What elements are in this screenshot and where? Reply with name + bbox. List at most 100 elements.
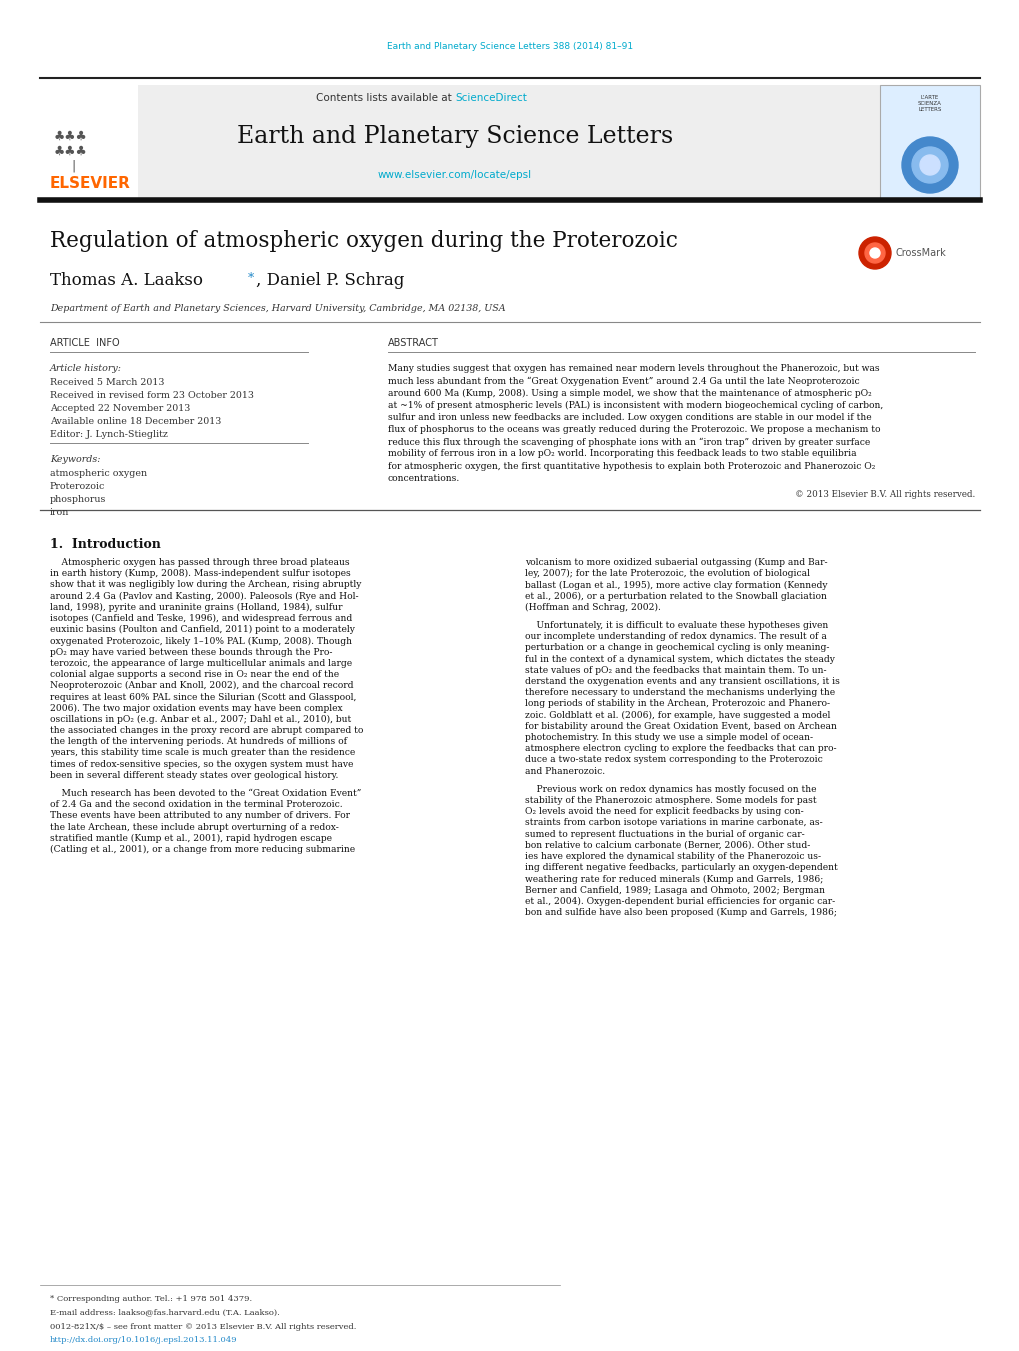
Text: © 2013 Elsevier B.V. All rights reserved.: © 2013 Elsevier B.V. All rights reserved… xyxy=(794,490,974,499)
Text: These events have been attributed to any number of drivers. For: These events have been attributed to any… xyxy=(50,812,350,820)
Text: show that it was negligibly low during the Archean, rising abruptly: show that it was negligibly low during t… xyxy=(50,581,361,589)
Text: ing different negative feedbacks, particularly an oxygen-dependent: ing different negative feedbacks, partic… xyxy=(525,863,837,873)
Text: years, this stability time scale is much greater than the residence: years, this stability time scale is much… xyxy=(50,748,355,758)
Text: derstand the oxygenation events and any transient oscillations, it is: derstand the oxygenation events and any … xyxy=(525,677,839,686)
Text: ful in the context of a dynamical system, which dictates the steady: ful in the context of a dynamical system… xyxy=(525,655,835,663)
Circle shape xyxy=(864,243,884,263)
Circle shape xyxy=(869,249,879,258)
Text: Berner and Canfield, 1989; Lasaga and Ohmoto, 2002; Bergman: Berner and Canfield, 1989; Lasaga and Oh… xyxy=(525,886,824,894)
Text: pO₂ may have varied between these bounds through the Pro-: pO₂ may have varied between these bounds… xyxy=(50,647,332,657)
Text: Unfortunately, it is difficult to evaluate these hypotheses given: Unfortunately, it is difficult to evalua… xyxy=(525,621,827,630)
Text: euxinic basins (Poulton and Canfield, 2011) point to a moderately: euxinic basins (Poulton and Canfield, 20… xyxy=(50,626,355,635)
Text: at ~1% of present atmospheric levels (PAL) is inconsistent with modern biogeoche: at ~1% of present atmospheric levels (PA… xyxy=(387,401,882,409)
Text: flux of phosphorus to the oceans was greatly reduced during the Proterozoic. We : flux of phosphorus to the oceans was gre… xyxy=(387,426,879,434)
Text: *: * xyxy=(248,272,254,285)
Text: Atmospheric oxygen has passed through three broad plateaus: Atmospheric oxygen has passed through th… xyxy=(50,558,350,567)
Text: oxygenated Proterozoic, likely 1–10% PAL (Kump, 2008). Though: oxygenated Proterozoic, likely 1–10% PAL… xyxy=(50,636,352,646)
Text: ies have explored the dynamical stability of the Phanerozoic us-: ies have explored the dynamical stabilit… xyxy=(525,852,820,861)
Text: our incomplete understanding of redox dynamics. The result of a: our incomplete understanding of redox dy… xyxy=(525,632,826,642)
Text: ELSEVIER: ELSEVIER xyxy=(50,176,130,190)
Text: isotopes (Canfield and Teske, 1996), and widespread ferrous and: isotopes (Canfield and Teske, 1996), and… xyxy=(50,613,352,623)
Text: weathering rate for reduced minerals (Kump and Garrels, 1986;: weathering rate for reduced minerals (Ku… xyxy=(525,874,822,884)
Text: straints from carbon isotope variations in marine carbonate, as-: straints from carbon isotope variations … xyxy=(525,819,822,827)
Text: CrossMark: CrossMark xyxy=(895,249,946,258)
Text: stratified mantle (Kump et al., 2001), rapid hydrogen escape: stratified mantle (Kump et al., 2001), r… xyxy=(50,834,331,843)
Text: of 2.4 Ga and the second oxidation in the terminal Proterozoic.: of 2.4 Ga and the second oxidation in th… xyxy=(50,800,342,809)
Circle shape xyxy=(858,236,891,269)
Text: 1.  Introduction: 1. Introduction xyxy=(50,538,161,551)
Text: 0012-821X/$ – see front matter © 2013 Elsevier B.V. All rights reserved.: 0012-821X/$ – see front matter © 2013 El… xyxy=(50,1323,356,1331)
Text: in earth history (Kump, 2008). Mass-independent sulfur isotopes: in earth history (Kump, 2008). Mass-inde… xyxy=(50,569,351,578)
Text: colonial algae supports a second rise in O₂ near the end of the: colonial algae supports a second rise in… xyxy=(50,670,338,680)
Text: Thomas A. Laakso: Thomas A. Laakso xyxy=(50,272,203,289)
Text: for bistability around the Great Oxidation Event, based on Archean: for bistability around the Great Oxidati… xyxy=(525,721,836,731)
Text: Received in revised form 23 October 2013: Received in revised form 23 October 2013 xyxy=(50,390,254,400)
Text: et al., 2004). Oxygen-dependent burial efficiencies for organic car-: et al., 2004). Oxygen-dependent burial e… xyxy=(525,897,835,907)
Text: E-mail address: laakso@fas.harvard.edu (T.A. Laakso).: E-mail address: laakso@fas.harvard.edu (… xyxy=(50,1308,279,1316)
Text: land, 1998), pyrite and uraninite grains (Holland, 1984), sulfur: land, 1998), pyrite and uraninite grains… xyxy=(50,603,342,612)
Text: L'ARTE
SCIENZA
LETTERS: L'ARTE SCIENZA LETTERS xyxy=(917,95,941,112)
Text: terozoic, the appearance of large multicellular animals and large: terozoic, the appearance of large multic… xyxy=(50,659,352,667)
Text: Proterozoic: Proterozoic xyxy=(50,482,105,490)
Text: sumed to represent fluctuations in the burial of organic car-: sumed to represent fluctuations in the b… xyxy=(525,830,804,839)
Text: state values of pO₂ and the feedbacks that maintain them. To un-: state values of pO₂ and the feedbacks th… xyxy=(525,666,825,674)
Text: Keywords:: Keywords: xyxy=(50,455,101,463)
Text: et al., 2006), or a perturbation related to the Snowball glaciation: et al., 2006), or a perturbation related… xyxy=(525,592,826,601)
Text: sulfur and iron unless new feedbacks are included. Low oxygen conditions are sta: sulfur and iron unless new feedbacks are… xyxy=(387,413,871,422)
Text: mobility of ferrous iron in a low pO₂ world. Incorporating this feedback leads t: mobility of ferrous iron in a low pO₂ wo… xyxy=(387,450,856,458)
Text: stability of the Phanerozoic atmosphere. Some models for past: stability of the Phanerozoic atmosphere.… xyxy=(525,796,816,805)
Text: iron: iron xyxy=(50,508,69,517)
Text: around 600 Ma (Kump, 2008). Using a simple model, we show that the maintenance o: around 600 Ma (Kump, 2008). Using a simp… xyxy=(387,388,871,397)
Text: much less abundant from the “Great Oxygenation Event” around 2.4 Ga until the la: much less abundant from the “Great Oxyge… xyxy=(387,376,859,385)
Text: concentrations.: concentrations. xyxy=(387,474,460,482)
Text: ♣♣♣
♣♣♣
  |: ♣♣♣ ♣♣♣ | xyxy=(53,130,87,173)
Text: photochemistry. In this study we use a simple model of ocean-: photochemistry. In this study we use a s… xyxy=(525,734,812,742)
Text: the length of the intervening periods. At hundreds of millions of: the length of the intervening periods. A… xyxy=(50,738,346,746)
Circle shape xyxy=(901,136,957,193)
Text: Editor: J. Lynch-Stieglitz: Editor: J. Lynch-Stieglitz xyxy=(50,430,168,439)
Text: ballast (Logan et al., 1995), more active clay formation (Kennedy: ballast (Logan et al., 1995), more activ… xyxy=(525,581,826,589)
Text: been in several different steady states over geological history.: been in several different steady states … xyxy=(50,771,338,780)
Text: atmosphere electron cycling to explore the feedbacks that can pro-: atmosphere electron cycling to explore t… xyxy=(525,744,836,754)
Text: zoic. Goldblatt et al. (2006), for example, have suggested a model: zoic. Goldblatt et al. (2006), for examp… xyxy=(525,711,829,720)
Text: Neoproterozoic (Anbar and Knoll, 2002), and the charcoal record: Neoproterozoic (Anbar and Knoll, 2002), … xyxy=(50,681,354,690)
Text: O₂ levels avoid the need for explicit feedbacks by using con-: O₂ levels avoid the need for explicit fe… xyxy=(525,807,803,816)
Text: reduce this flux through the scavenging of phosphate ions with an “iron trap” dr: reduce this flux through the scavenging … xyxy=(387,438,869,447)
Text: Regulation of atmospheric oxygen during the Proterozoic: Regulation of atmospheric oxygen during … xyxy=(50,230,678,253)
Text: http://dx.doi.org/10.1016/j.epsl.2013.11.049: http://dx.doi.org/10.1016/j.epsl.2013.11… xyxy=(50,1336,237,1344)
FancyBboxPatch shape xyxy=(40,85,879,199)
Text: (Hoffman and Schrag, 2002).: (Hoffman and Schrag, 2002). xyxy=(525,603,660,612)
Text: www.elsevier.com/locate/epsl: www.elsevier.com/locate/epsl xyxy=(378,170,532,180)
Text: Department of Earth and Planetary Sciences, Harvard University, Cambridge, MA 02: Department of Earth and Planetary Scienc… xyxy=(50,304,505,313)
Text: Earth and Planetary Science Letters: Earth and Planetary Science Letters xyxy=(236,126,673,149)
Circle shape xyxy=(919,155,940,176)
Text: ScienceDirect: ScienceDirect xyxy=(454,93,527,103)
Text: , Daniel P. Schrag: , Daniel P. Schrag xyxy=(256,272,404,289)
Text: (Catling et al., 2001), or a change from more reducing submarine: (Catling et al., 2001), or a change from… xyxy=(50,844,355,854)
Text: ABSTRACT: ABSTRACT xyxy=(387,338,438,349)
Text: perturbation or a change in geochemical cycling is only meaning-: perturbation or a change in geochemical … xyxy=(525,643,828,653)
Text: long periods of stability in the Archean, Proterozoic and Phanero-: long periods of stability in the Archean… xyxy=(525,700,829,708)
Text: phosphorus: phosphorus xyxy=(50,494,106,504)
Text: duce a two-state redox system corresponding to the Proterozoic: duce a two-state redox system correspond… xyxy=(525,755,822,765)
Text: for atmospheric oxygen, the first quantitative hypothesis to explain both Proter: for atmospheric oxygen, the first quanti… xyxy=(387,462,874,470)
Circle shape xyxy=(911,147,947,182)
Text: Contents lists available at: Contents lists available at xyxy=(316,93,454,103)
Text: bon relative to calcium carbonate (Berner, 2006). Other stud-: bon relative to calcium carbonate (Berne… xyxy=(525,840,809,850)
Text: * Corresponding author. Tel.: +1 978 501 4379.: * Corresponding author. Tel.: +1 978 501… xyxy=(50,1296,252,1302)
Text: ARTICLE  INFO: ARTICLE INFO xyxy=(50,338,119,349)
Text: Received 5 March 2013: Received 5 March 2013 xyxy=(50,378,164,386)
Text: and Phanerozoic.: and Phanerozoic. xyxy=(525,766,604,775)
FancyBboxPatch shape xyxy=(40,85,138,199)
Text: bon and sulfide have also been proposed (Kump and Garrels, 1986;: bon and sulfide have also been proposed … xyxy=(525,908,837,917)
Text: Accepted 22 November 2013: Accepted 22 November 2013 xyxy=(50,404,191,413)
Text: ley, 2007); for the late Proterozoic, the evolution of biological: ley, 2007); for the late Proterozoic, th… xyxy=(525,569,809,578)
Text: requires at least 60% PAL since the Silurian (Scott and Glasspool,: requires at least 60% PAL since the Silu… xyxy=(50,693,356,701)
Text: volcanism to more oxidized subaerial outgassing (Kump and Bar-: volcanism to more oxidized subaerial out… xyxy=(525,558,826,567)
Text: atmospheric oxygen: atmospheric oxygen xyxy=(50,469,147,478)
Text: 2006). The two major oxidation events may have been complex: 2006). The two major oxidation events ma… xyxy=(50,704,342,713)
Text: around 2.4 Ga (Pavlov and Kasting, 2000). Paleosols (Rye and Hol-: around 2.4 Ga (Pavlov and Kasting, 2000)… xyxy=(50,592,359,601)
Text: Article history:: Article history: xyxy=(50,363,122,373)
Text: times of redox-sensitive species, so the oxygen system must have: times of redox-sensitive species, so the… xyxy=(50,759,353,769)
Text: Earth and Planetary Science Letters 388 (2014) 81–91: Earth and Planetary Science Letters 388 … xyxy=(386,42,633,51)
